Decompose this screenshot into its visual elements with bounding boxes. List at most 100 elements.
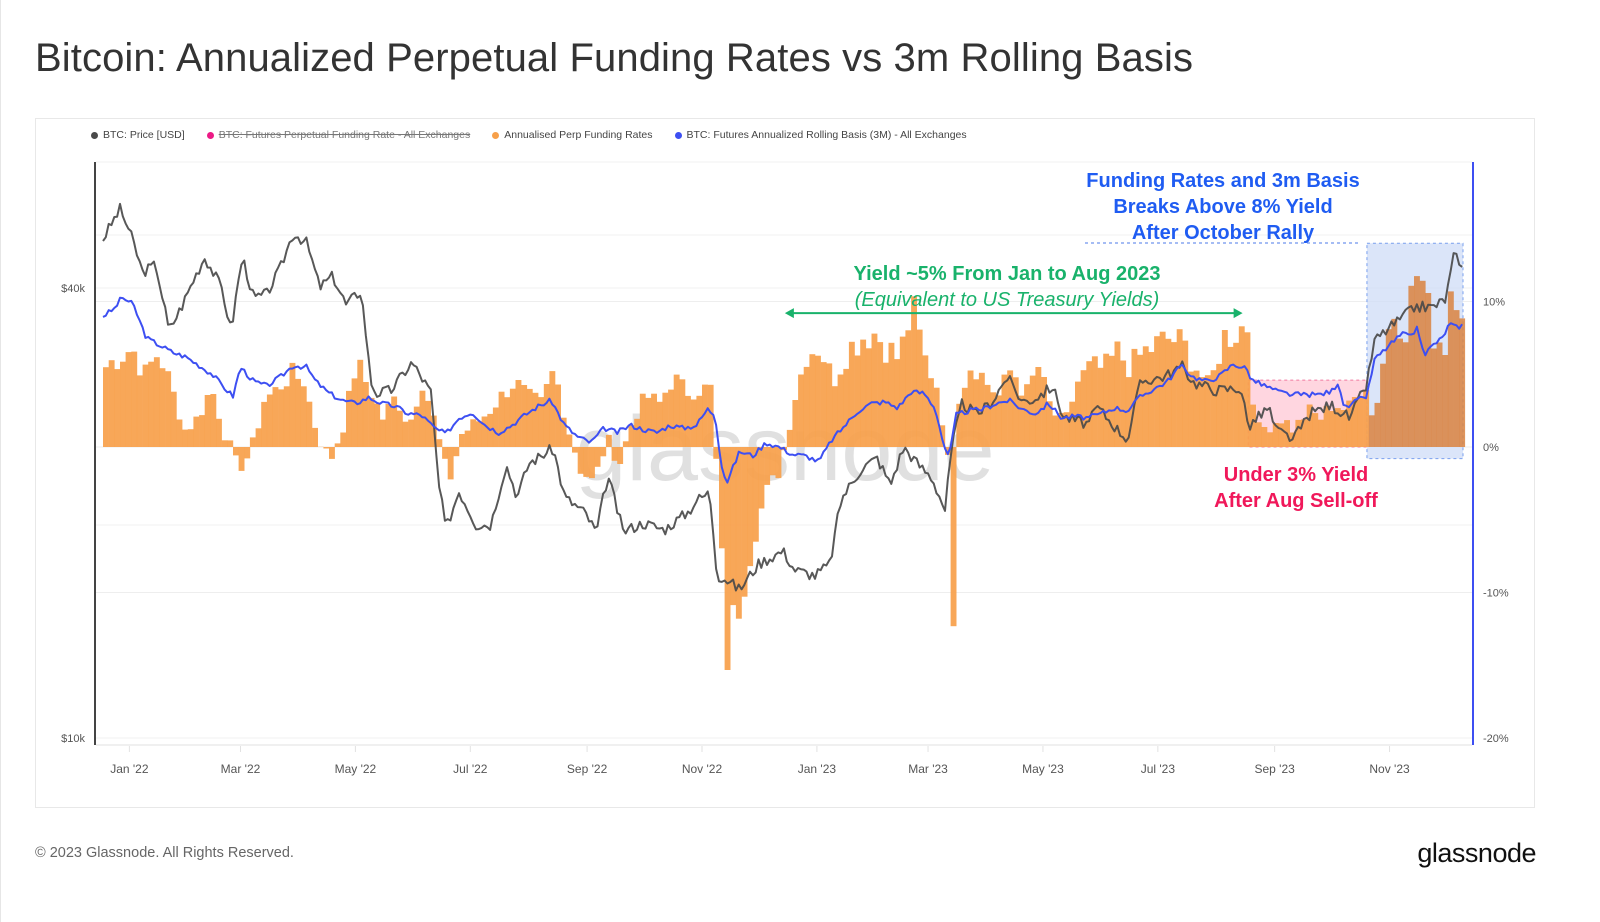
legend-dot-perp-funding bbox=[206, 131, 214, 139]
funding-bar bbox=[210, 394, 217, 447]
legend-label: BTC: Futures Perpetual Funding Rate - Al… bbox=[218, 129, 471, 141]
funding-bar bbox=[1323, 405, 1330, 447]
funding-bar bbox=[639, 393, 646, 447]
funding-bar bbox=[1425, 293, 1432, 447]
rolling-basis-line bbox=[102, 296, 1463, 484]
legend-dot-annualised-funding bbox=[492, 131, 500, 139]
x-axis-tick-label: Nov '23 bbox=[1369, 762, 1410, 776]
funding-bar bbox=[391, 396, 398, 447]
funding-bar bbox=[103, 367, 109, 447]
funding-bar bbox=[108, 360, 115, 447]
funding-bar bbox=[888, 342, 895, 447]
funding-bar bbox=[329, 447, 335, 459]
funding-bar bbox=[278, 389, 285, 447]
funding-bar bbox=[1267, 432, 1273, 447]
funding-bar bbox=[413, 406, 420, 447]
funding-bar bbox=[651, 393, 657, 447]
funding-bar bbox=[719, 447, 725, 549]
funding-bar bbox=[1301, 419, 1307, 447]
funding-bar bbox=[464, 430, 471, 447]
funding-bar bbox=[928, 378, 934, 447]
funding-bar bbox=[131, 351, 138, 447]
funding-bar bbox=[1080, 370, 1087, 447]
x-axis-tick-label: Nov '22 bbox=[682, 762, 723, 776]
left-axis-tick-label: $10k bbox=[61, 733, 85, 745]
legend-item-annualised-funding[interactable]: Annualised Perp Funding Rates bbox=[492, 129, 653, 141]
funding-bar bbox=[634, 418, 641, 447]
funding-bar bbox=[515, 380, 522, 447]
funding-bar bbox=[1453, 310, 1460, 447]
funding-bar bbox=[628, 425, 635, 447]
funding-bar bbox=[216, 418, 222, 447]
funding-bar bbox=[1171, 342, 1177, 447]
funding-bar bbox=[950, 447, 957, 627]
legend-item-perp-funding-rate[interactable]: BTC: Futures Perpetual Funding Rate - Al… bbox=[206, 129, 471, 141]
funding-bar bbox=[176, 419, 183, 447]
funding-bar bbox=[1012, 377, 1019, 447]
funding-bar bbox=[385, 404, 392, 447]
funding-bar bbox=[1041, 377, 1047, 447]
funding-bar bbox=[605, 434, 612, 447]
funding-bar bbox=[916, 329, 923, 447]
legend-label: BTC: Price [USD] bbox=[103, 129, 185, 141]
funding-bar bbox=[724, 447, 731, 670]
funding-bar bbox=[312, 427, 318, 447]
funding-bar bbox=[820, 362, 827, 447]
funding-bar bbox=[436, 439, 443, 447]
funding-bar bbox=[266, 394, 273, 447]
funding-bar bbox=[848, 341, 855, 447]
funding-bar bbox=[1108, 355, 1115, 447]
funding-bar bbox=[1159, 331, 1166, 447]
funding-bar bbox=[459, 434, 465, 447]
funding-bar bbox=[187, 429, 194, 447]
funding-bar bbox=[1063, 412, 1070, 447]
funding-bar bbox=[125, 352, 132, 447]
funding-bar bbox=[362, 382, 369, 447]
legend-item-btc-price[interactable]: BTC: Price [USD] bbox=[91, 129, 185, 141]
copyright-text: © 2023 Glassnode. All Rights Reserved. bbox=[35, 845, 294, 861]
funding-bar bbox=[148, 361, 155, 447]
funding-bar bbox=[679, 379, 686, 447]
funding-bar bbox=[193, 416, 200, 447]
legend-item-rolling-basis[interactable]: BTC: Futures Annualized Rolling Basis (3… bbox=[674, 129, 967, 141]
funding-bar bbox=[1227, 346, 1234, 447]
annotation-blue-line-1: Funding Rates and 3m Basis bbox=[1086, 170, 1359, 192]
funding-bar bbox=[470, 419, 477, 447]
funding-bar bbox=[492, 407, 499, 447]
x-axis-tick-label: Mar '22 bbox=[221, 762, 261, 776]
funding-bar bbox=[1001, 374, 1008, 447]
funding-bar bbox=[419, 390, 426, 447]
funding-bar bbox=[481, 416, 488, 447]
funding-bar bbox=[792, 400, 799, 447]
funding-bar bbox=[1233, 342, 1240, 447]
funding-bar bbox=[713, 447, 720, 459]
x-axis-tick-label: Sep '22 bbox=[567, 762, 608, 776]
funding-bar bbox=[899, 336, 906, 447]
funding-bar bbox=[1385, 329, 1392, 447]
funding-bar bbox=[843, 368, 850, 447]
funding-bar bbox=[1368, 415, 1375, 447]
funding-bar bbox=[1137, 354, 1143, 447]
funding-bar bbox=[882, 362, 889, 447]
funding-bar bbox=[662, 392, 669, 447]
funding-bar bbox=[238, 447, 245, 471]
funding-bar bbox=[622, 441, 629, 447]
funding-bar bbox=[340, 432, 347, 447]
funding-bar bbox=[142, 364, 149, 447]
x-axis-tick-label: May '23 bbox=[1022, 762, 1064, 776]
funding-bar bbox=[871, 333, 878, 447]
funding-bar bbox=[1357, 397, 1364, 447]
funding-bar bbox=[1295, 419, 1302, 447]
x-axis-tick-label: Jan '23 bbox=[798, 762, 837, 776]
funding-bar bbox=[1188, 371, 1194, 447]
funding-bar bbox=[1397, 338, 1403, 447]
funding-bar bbox=[1086, 361, 1093, 447]
funding-bar bbox=[453, 447, 460, 457]
funding-bar bbox=[543, 384, 550, 447]
funding-bar bbox=[1024, 384, 1030, 447]
funding-bar bbox=[1142, 346, 1149, 447]
funding-bar bbox=[617, 447, 624, 464]
funding-bar bbox=[1408, 285, 1415, 447]
funding-bar bbox=[1447, 291, 1454, 447]
